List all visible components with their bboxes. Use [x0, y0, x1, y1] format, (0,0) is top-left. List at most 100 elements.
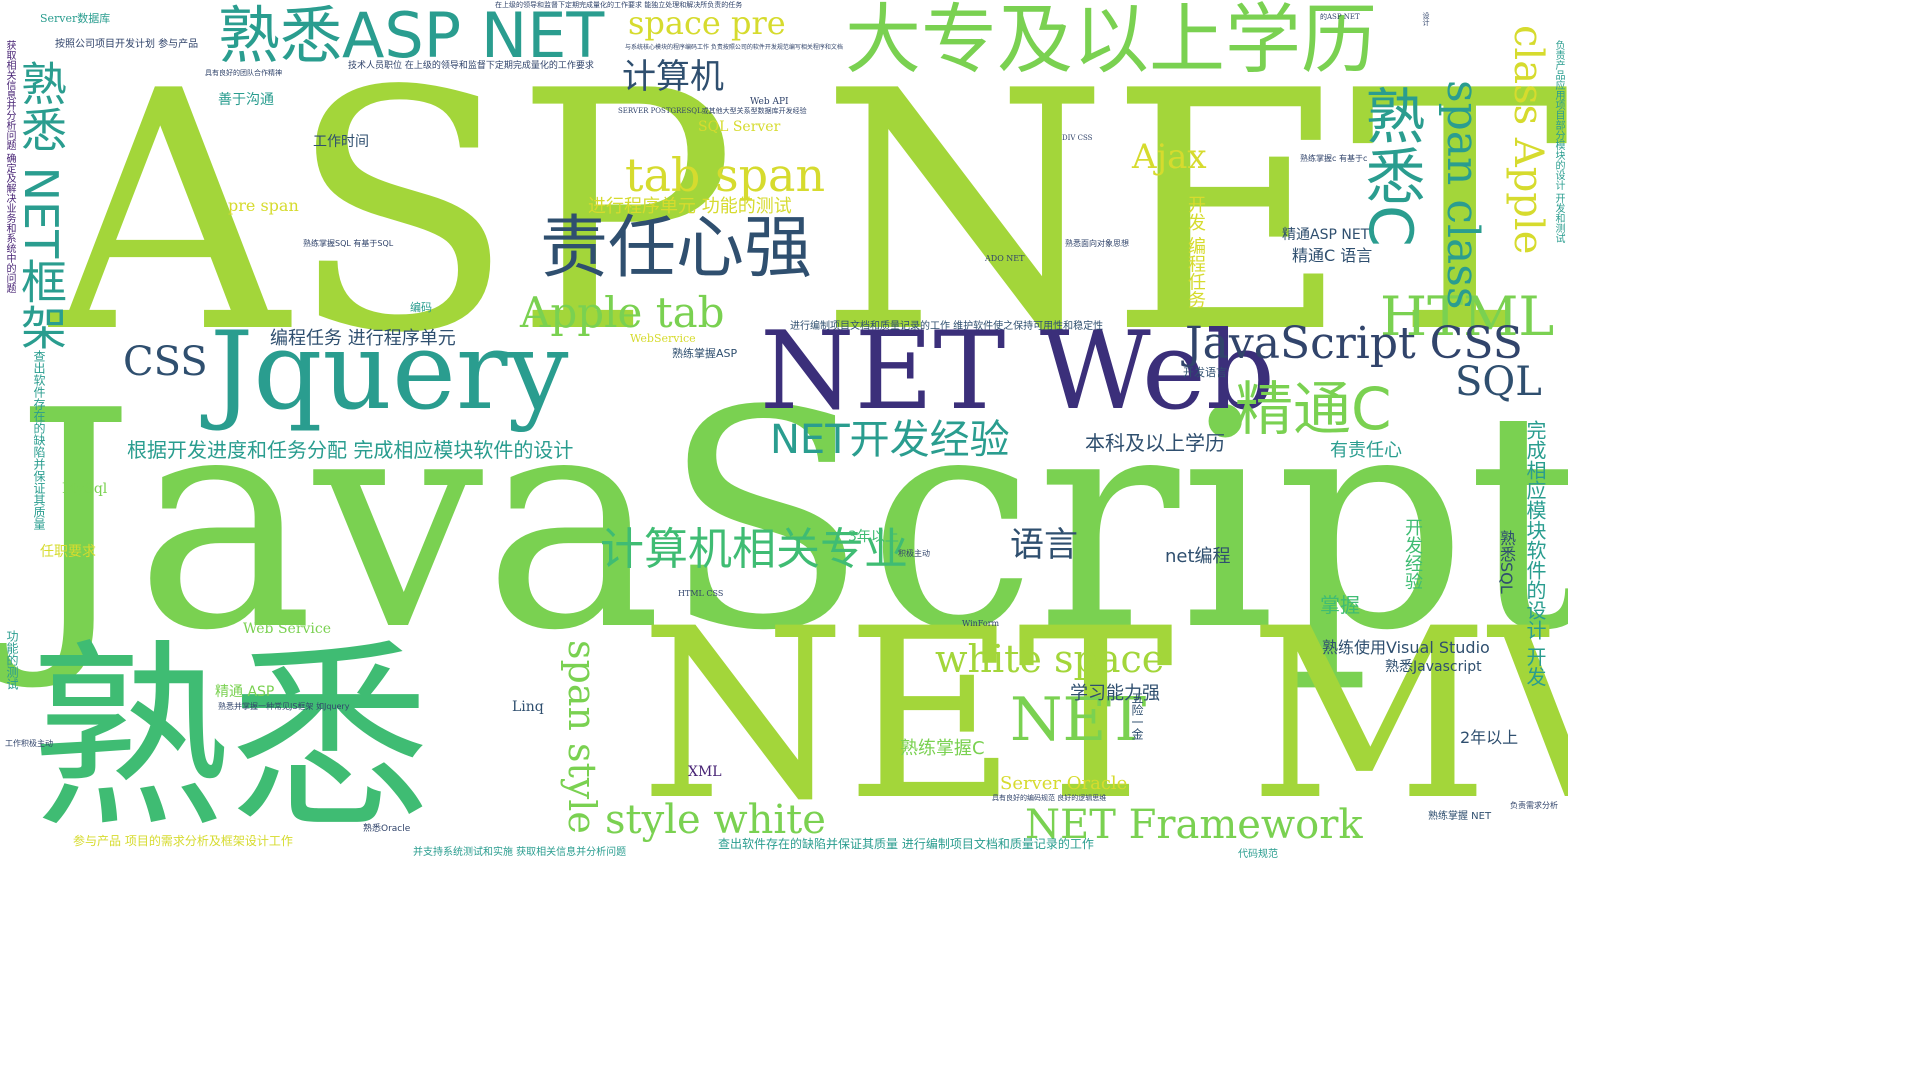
word-kaifa-yuyan: 开发语言 [1183, 366, 1227, 379]
word-javascript: JavaScript [15, 347, 1568, 696]
word-web-api: Web API [750, 97, 789, 107]
word-gongzuo-jiji: 工作积极主动 [5, 739, 53, 748]
word-fuze-chanpin-vertical: 负责产品应用项目部分模块的设计 开发和测试 [1553, 40, 1564, 244]
word-shuxi-c-vertical: 熟悉C [1355, 85, 1425, 247]
word-webservice: WebService [630, 332, 696, 345]
word-shulian-c: 熟练掌握C [900, 738, 985, 759]
word-benke: 本科及以上学历 [1085, 431, 1225, 455]
word-xuexi-nengli: 学习能力强 [1070, 683, 1160, 704]
word-zerenxin: 责任心强 [540, 209, 813, 288]
word-huoqu-xinxi-vertical: 获取相关信息并分析问题 确定及解决业务和系统中的问题 [4, 40, 15, 294]
word-space-pre: space pre [628, 4, 786, 42]
word-net-top: NET [820, 21, 1568, 405]
word-gongzuo-shijian: 工作时间 [313, 134, 369, 150]
word-bianzhi-wendang: 进行编制项目文档和质量记录的工作 维护软件使之保持可用性和稳定性 [790, 321, 1104, 332]
word-bianma-guifan: 具有良好的编码规范 良好的逻辑思维 [992, 794, 1107, 802]
word-css: CSS [123, 339, 208, 385]
word-chengxu-danyuan: 进行程序单元 功能的测试 [588, 196, 792, 217]
word-xitong-ceshi: 并支持系统测试和实施 获取相关信息并分析问题 [413, 847, 627, 858]
word-server-oracle: Server Oracle [1000, 773, 1128, 794]
word-jisuanji: 计算机 [622, 57, 724, 97]
word-chachu-vertical: 查出软件存在的缺陷并保证其质量 [32, 350, 46, 530]
word-jquery: Jquery [210, 309, 569, 434]
word-shanyu-goutong: 善于沟通 [218, 92, 274, 108]
word-net-small: NET [1010, 685, 1147, 755]
word-white-space: white space [935, 637, 1165, 681]
word-net-mvc: NET MVC [640, 579, 1568, 852]
word-shulian-asp: 熟练掌握ASP [672, 347, 738, 360]
word-span-class-vertical: span class [1437, 80, 1488, 310]
word-kaifa-jingyan-vertical: 开发经验 [1402, 518, 1423, 590]
word-shuxi-sql-vertical: 熟悉SQL [1497, 530, 1516, 594]
word-net-framework: NET Framework [1025, 802, 1363, 848]
word-net-kaifa: NET开发经验 [770, 417, 1010, 463]
word-xml: XML [688, 764, 722, 780]
word-net-web: NET Web [760, 309, 1275, 434]
word-span-style-vertical: span style [560, 640, 604, 834]
word-ajax: Ajax [1132, 137, 1207, 177]
word-html-css: HTML CSS [678, 589, 724, 598]
word-web-service: Web Service [243, 621, 332, 637]
word-dazhuan: 大专及以上学历 [845, 0, 1377, 84]
word-kaifa-biancheng-vertical: 开发 编程任务 [1185, 195, 1206, 309]
word-shuxi-oracle: 熟悉Oracle [363, 824, 411, 834]
word-zhangwo: 掌握 [1320, 593, 1360, 617]
word-jisuanji-zhuanye: 计算机相关专业 [600, 524, 908, 575]
word-net-kuangjia-vertical: 熟悉 NET框架 [14, 60, 68, 351]
word-ado-net: ADO NET [985, 254, 1025, 263]
word-style-white: style white [605, 797, 826, 843]
word-jingtong-asp: 精通ASP NET [1282, 227, 1370, 243]
word-server-database: Server数据库 [40, 12, 111, 25]
word-bianma: 编码 [410, 301, 432, 314]
word-js-kuangjia: 熟悉并掌握一种常见JS框架 如Jquery [218, 702, 350, 711]
word-biancheng-renwu: 编程任务 进行程序单元 [270, 328, 456, 349]
word-jingtong-c: 精通C [1235, 375, 1392, 443]
word-jiji-zhudong: 积极主动 [898, 549, 930, 558]
word-shangji-lingdao: 在上级的领导和监督下定期完成量化的工作要求 能独立处理和解决所负责的任务 [495, 1, 743, 9]
word-shulian-c-jiyu: 熟练掌握c 有基于c [1300, 154, 1368, 163]
word-jishu-renyuan: 技术人员职位 在上级的领导和监督下定期完成量化的工作要求 [348, 61, 594, 71]
word-chachu-quexian: 查出软件存在的缺陷并保证其质量 进行编制项目文档和质量记录的工作 [718, 837, 1094, 851]
word-shulian-net: 熟练掌握 NET [1428, 811, 1492, 822]
word-youzerenxin: 有责任心 [1330, 440, 1402, 461]
word-div-css: DIV CSS [1062, 134, 1093, 142]
word-wuxian-yijin: 五险一金 [1130, 692, 1144, 740]
word-xitong-hexin: 与系统核心模块的程序编码工作 负责按照公司的软件开发规范编写相关程序和文档 [625, 44, 843, 51]
word-renzhi-yaoqiu: 任职要求 [40, 544, 96, 560]
word-linq: Linq [512, 699, 544, 715]
word-javascript-css: JavaScript CSS [1185, 318, 1523, 369]
word-net-biancheng: net编程 [1165, 546, 1231, 567]
word-class-apple-vertical: class Apple [1505, 25, 1551, 255]
word-jingtong-c-yuyan: 精通C 语言 [1292, 246, 1373, 265]
word-yuyan: 语言 [1010, 525, 1078, 565]
word-xuqiu-fenxi: 参与产品 项目的需求分析及框架设计工作 [73, 834, 293, 848]
word-anzhao-jihua: 按照公司项目开发计划 参与产品 [55, 39, 199, 50]
word-shuxi-large: 熟悉 [30, 623, 431, 856]
word-jingtong-asp-small: 精通 ASP [215, 684, 275, 700]
word-sheji-vertical: 设计 [1422, 12, 1430, 26]
word-kaifajindu: 根据开发进度和任务分配 完成相应模块软件的设计 [127, 438, 574, 462]
word-asp: ASP [50, 21, 737, 405]
word-winform: WinForm [962, 619, 1000, 628]
word-2nian: 2年以上 [1460, 728, 1519, 747]
word-mysql: MySql [62, 481, 108, 497]
word-cloud: ASP NET JavaScript 熟悉 NET MVC Jquery NET… [4, 0, 1568, 860]
word-shuxi-asp-net: 熟悉ASP NET [218, 0, 605, 72]
word-shuxi-javascript: 熟悉Javascript [1385, 659, 1482, 675]
word-mianxiang-duixiang: 熟悉面向对象思想 [1065, 239, 1129, 248]
word-apple-tab: Apple tab [520, 288, 725, 337]
word-postgresql: SERVER POSTGRESQL或其他大型关系型数据库开发经验 [618, 107, 807, 115]
word-3nian: 3年以上 [848, 529, 899, 545]
word-gongneng-ceshi-vertical: 功能的测试 [5, 630, 19, 690]
word-tab-span: tab span [625, 148, 826, 202]
word-tuandui-hezuo: 具有良好的团队合作精神 [205, 69, 282, 77]
word-pre-span: pre span [228, 196, 299, 215]
word-fuze-xuqiu: 负责需求分析 [1510, 801, 1558, 810]
word-html: HTML [1380, 285, 1555, 348]
word-visual-studio: 熟练使用Visual Studio [1322, 638, 1490, 657]
word-sql: SQL [1455, 359, 1542, 405]
word-shulian-sql: 熟练掌握SQL 有基于SQL [303, 239, 394, 248]
word-de-asp-net: 的ASP NET [1320, 13, 1360, 21]
word-wancheng-vertical: 完成相应模块软件的设计 开发 [1523, 420, 1547, 687]
word-daima-guifan: 代码规范 [1238, 849, 1278, 860]
